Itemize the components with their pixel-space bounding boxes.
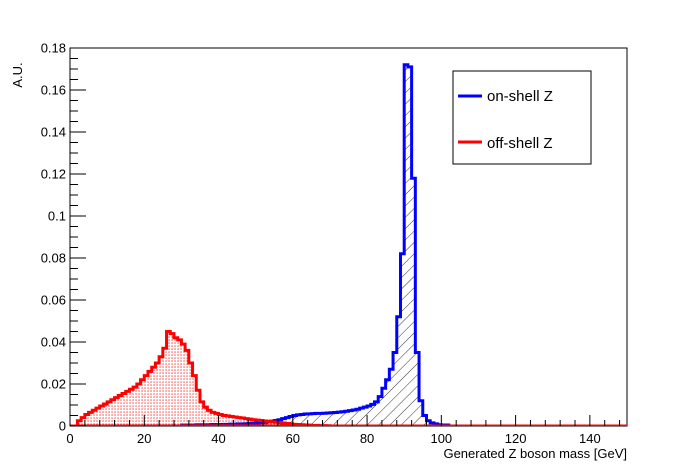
x-tick-label: 20 bbox=[137, 431, 151, 446]
x-tick-label: 0 bbox=[66, 431, 73, 446]
series-fill-off-shell bbox=[70, 331, 627, 426]
y-tick-label: 0.04 bbox=[41, 335, 66, 350]
y-tick-label: 0.12 bbox=[41, 167, 66, 182]
x-tick-label: 140 bbox=[579, 431, 601, 446]
x-tick-label: 60 bbox=[286, 431, 300, 446]
x-tick-label: 120 bbox=[505, 431, 527, 446]
y-tick-label: 0.1 bbox=[48, 209, 66, 224]
y-tick-label: 0 bbox=[59, 419, 66, 434]
y-tick-label: 0.08 bbox=[41, 251, 66, 266]
axes-layer: 0 20 40 60 80 100 120 140 0 0.02 0.04 0.06 0.08 0.1 0.… bbox=[41, 41, 621, 446]
legend-box bbox=[452, 70, 592, 165]
y-tick-label: 0.06 bbox=[41, 293, 66, 308]
y-axis-label: A.U. bbox=[10, 62, 25, 87]
legend-label-on-shell: on-shell Z bbox=[487, 88, 553, 105]
x-axis-label: Generated Z boson mass [GeV] bbox=[443, 446, 627, 461]
x-tick-label: 100 bbox=[430, 431, 452, 446]
series-layer bbox=[70, 63, 627, 426]
y-tick-label: 0.14 bbox=[41, 125, 66, 140]
series-off-shell bbox=[70, 330, 627, 426]
y-tick-label: 0.18 bbox=[41, 41, 66, 56]
x-tick-label: 40 bbox=[211, 431, 225, 446]
series-outline-off-shell bbox=[70, 330, 627, 426]
x-tick-label: 80 bbox=[360, 431, 374, 446]
y-tick-label: 0.02 bbox=[41, 377, 66, 392]
legend-label-off-shell: off-shell Z bbox=[487, 135, 553, 152]
y-tick-label: 0.16 bbox=[41, 83, 66, 98]
legend: on-shell Z off-shell Z bbox=[452, 70, 592, 165]
